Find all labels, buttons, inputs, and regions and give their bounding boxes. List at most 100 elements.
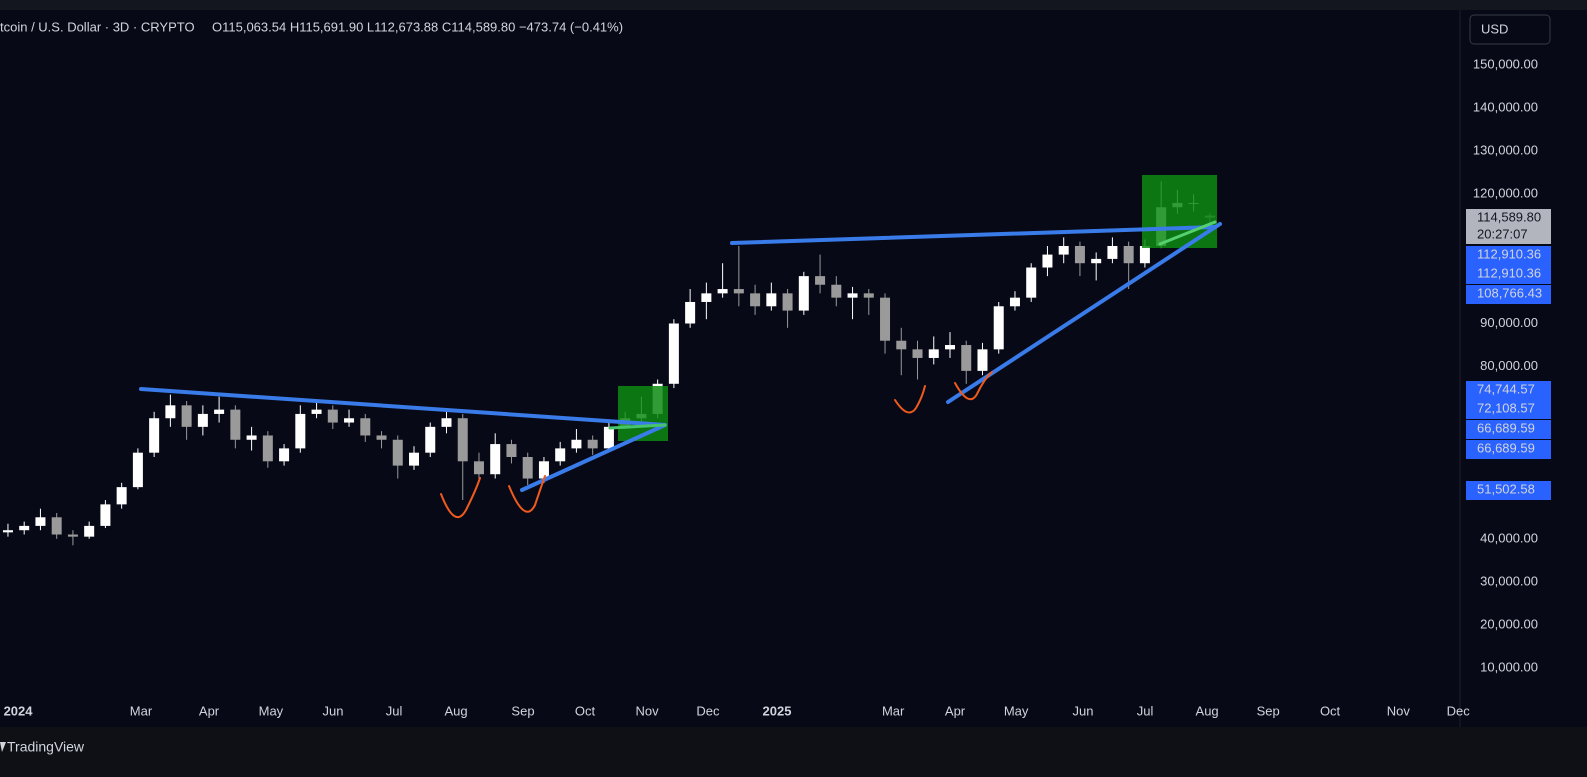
price-label: 112,910.36 <box>1477 246 1541 261</box>
candle-body <box>1107 245 1118 259</box>
price-label: 74,744.57 <box>1477 381 1535 396</box>
annotation-curve <box>894 385 926 414</box>
candle-body <box>2 530 13 533</box>
currency-label[interactable]: USD <box>1481 21 1508 36</box>
candle-body <box>750 293 761 307</box>
candle-body <box>522 456 533 479</box>
y-tick-label: 150,000.00 <box>1473 57 1538 72</box>
trend-line <box>608 423 667 430</box>
last-price-box <box>1466 209 1551 244</box>
price-label: 112,910.36 <box>1477 265 1541 280</box>
candle-body <box>863 293 874 298</box>
x-tick-label: Jul <box>1137 703 1154 718</box>
x-tick-label: Dec <box>696 703 720 718</box>
x-tick-label: 2024 <box>4 703 34 718</box>
candle-body <box>912 349 923 358</box>
last-price: 114,589.80 <box>1477 209 1541 224</box>
x-tick-label: Oct <box>575 703 596 718</box>
candle-body <box>815 276 826 285</box>
candles <box>2 181 1215 546</box>
candle-body <box>1042 254 1053 268</box>
trend-line <box>730 225 1217 245</box>
currency-button[interactable] <box>1469 14 1551 45</box>
candle-body <box>100 504 111 526</box>
candle-body <box>587 439 598 449</box>
candle-body <box>441 418 452 427</box>
candle-body <box>961 345 972 371</box>
candle-body <box>51 517 62 535</box>
candle-body <box>376 435 387 440</box>
candle-body <box>880 297 891 341</box>
price-label: 108,766.43 <box>1477 285 1542 300</box>
price-label: 66,689.59 <box>1477 420 1535 435</box>
price-label: 72,108.57 <box>1477 400 1535 415</box>
x-tick-label: May <box>259 703 284 718</box>
y-tick-label: 20,000.00 <box>1480 616 1538 631</box>
candle-body <box>944 345 955 350</box>
candle-body <box>214 409 225 414</box>
candle-body <box>1026 267 1037 298</box>
price-label-box <box>1466 246 1551 265</box>
price-label-box <box>1466 265 1551 284</box>
trend-line <box>139 387 667 427</box>
brand-logo <box>0 742 6 752</box>
candle-body <box>1139 245 1150 264</box>
footer <box>0 727 1587 777</box>
annotation-curve <box>440 477 481 519</box>
candle-body <box>327 409 338 423</box>
x-tick-label: Nov <box>636 703 660 718</box>
x-tick-label: Nov <box>1387 703 1411 718</box>
candle-body <box>603 426 614 449</box>
price-labels: 112,910.36 112,910.36 108,766.43 74,744.57 7… <box>1466 246 1551 500</box>
annotation-curve <box>954 371 993 401</box>
candle-body <box>67 534 78 537</box>
candle-body <box>457 418 468 462</box>
candle-body <box>782 293 793 311</box>
highlight-box <box>618 386 668 441</box>
annotation-curve <box>508 475 546 513</box>
candle-body <box>165 405 176 419</box>
candle-body <box>344 418 355 423</box>
candle-body <box>1009 297 1020 307</box>
candle-body <box>831 284 842 298</box>
candle-body <box>360 418 371 436</box>
candle-body <box>555 448 566 462</box>
candle-body <box>19 525 30 531</box>
candle-body <box>84 525 95 537</box>
candle-body <box>847 293 858 298</box>
x-tick-label: Dec <box>1447 703 1471 718</box>
top-strip <box>0 0 1587 10</box>
price-label: 51,502.58 <box>1477 481 1535 496</box>
x-tick-label: Sep <box>511 703 534 718</box>
candle-body <box>1074 245 1085 264</box>
candle-body <box>425 426 436 453</box>
candle-body <box>977 349 988 371</box>
x-tick-label: Apr <box>199 703 220 718</box>
candle-body <box>230 409 241 440</box>
ohlc-header: O115,063.54 H115,691.90 L112,673.88 C114… <box>212 19 623 34</box>
candle-body <box>473 461 484 475</box>
y-tick-label: 120,000.00 <box>1473 186 1538 201</box>
y-tick-label: 140,000.00 <box>1473 100 1538 115</box>
candle-body <box>506 444 517 457</box>
candle-body <box>490 444 501 475</box>
price-label-box <box>1466 420 1551 439</box>
brand: TradingView <box>7 739 85 755</box>
candle-body <box>733 289 744 294</box>
candle-body <box>149 418 160 453</box>
x-tick-label: Jul <box>386 703 403 718</box>
price-label-box <box>1466 285 1551 304</box>
symbol-header: tcoin / U.S. Dollar · 3D · CRYPTO <box>0 19 195 34</box>
x-tick-label: 2025 <box>763 703 792 718</box>
candle-body <box>1123 245 1134 264</box>
price-label-box <box>1466 481 1551 500</box>
candle-body <box>279 448 290 462</box>
x-tick-label: Mar <box>130 703 153 718</box>
x-tick-label: Jun <box>322 703 343 718</box>
trend-line <box>1158 220 1217 246</box>
candle-body <box>392 439 403 466</box>
trend-line <box>946 222 1222 404</box>
